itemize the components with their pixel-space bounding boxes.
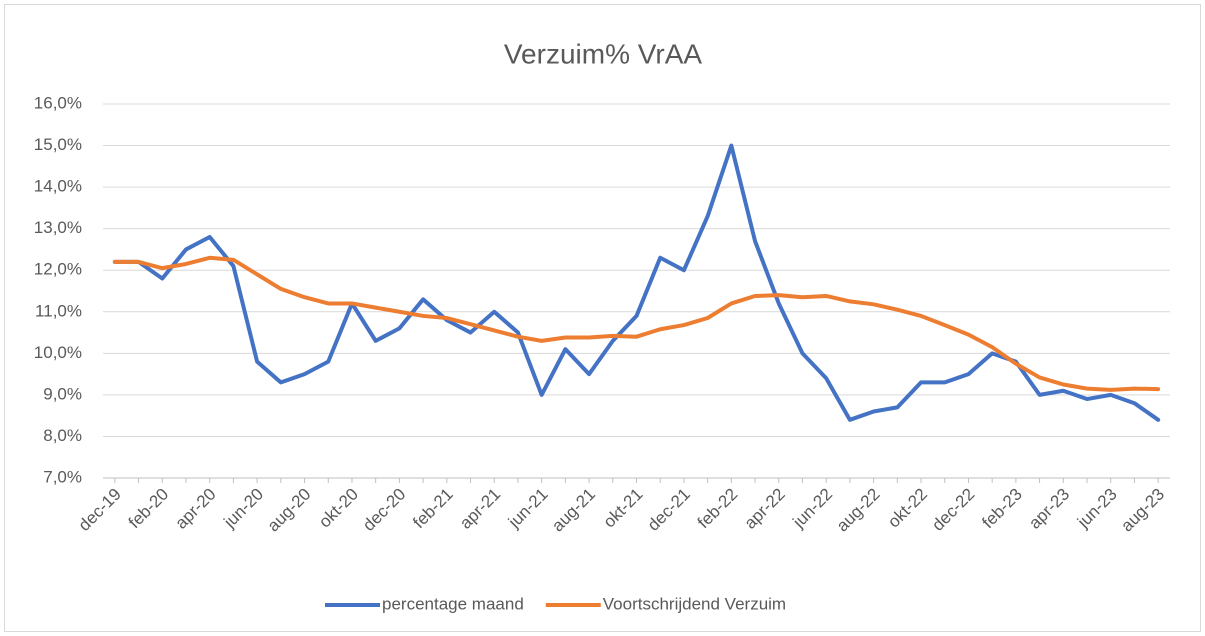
y-tick-label: 14,0% xyxy=(34,177,82,196)
legend-label: Voortschrijdend Verzuim xyxy=(603,594,786,613)
chart-frame xyxy=(4,4,1201,632)
y-tick-label: 8,0% xyxy=(43,426,82,445)
y-tick-label: 16,0% xyxy=(34,93,82,112)
y-tick-label: 10,0% xyxy=(34,343,82,362)
series-line xyxy=(112,143,1161,422)
chart-title: Verzuim% VrAA xyxy=(504,38,702,69)
y-tick-label: 11,0% xyxy=(35,301,82,320)
y-tick-label: 12,0% xyxy=(34,260,82,279)
series-line xyxy=(112,255,1161,392)
legend-label: percentage maand xyxy=(382,594,524,613)
y-tick-label: 15,0% xyxy=(34,135,82,154)
y-tick-label: 9,0% xyxy=(43,384,82,403)
y-tick-label: 7,0% xyxy=(43,467,82,486)
y-tick-label: 13,0% xyxy=(34,218,82,237)
